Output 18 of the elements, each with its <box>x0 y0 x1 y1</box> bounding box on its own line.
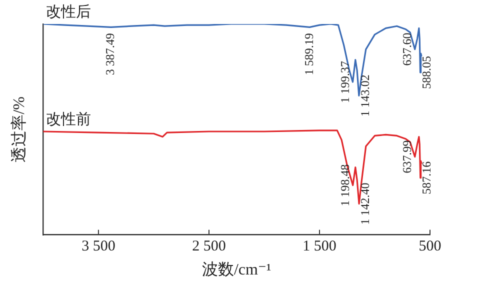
annotation: 1 142.40 <box>358 182 372 225</box>
annotation: 1 589.19 <box>302 33 316 76</box>
series-label: 改性前 <box>46 110 92 128</box>
x-tick-label: 1 500 <box>302 238 336 255</box>
y-axis-title: 透过率/% <box>10 96 28 162</box>
x-axis-title: 波数/cm⁻¹ <box>202 260 272 279</box>
x-tick-label: 3 500 <box>82 238 116 255</box>
x-tick-label: 2 500 <box>192 238 226 255</box>
annotation: 637.99 <box>400 140 414 174</box>
annotation: 1 198.48 <box>338 164 352 206</box>
annotation: 3 387.49 <box>103 33 118 76</box>
series-label: 改性后 <box>46 3 92 20</box>
annotation: 587.16 <box>420 161 434 194</box>
annotation: 1 143.02 <box>358 74 372 117</box>
annotation: 1 199.37 <box>338 60 352 103</box>
x-tick-label: 500 <box>418 238 442 255</box>
annotation: 637.60 <box>400 32 414 66</box>
annotation: 588.05 <box>419 56 434 89</box>
